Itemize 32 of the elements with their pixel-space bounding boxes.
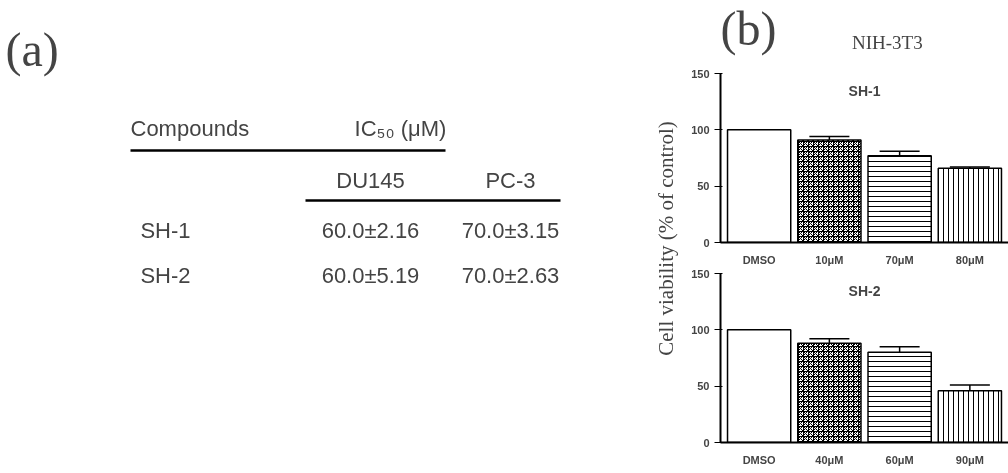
y-tick-label: 0 <box>703 436 710 449</box>
text: SH-2 <box>140 262 191 288</box>
y-tick-label: 0 <box>703 236 710 249</box>
x-tick-label: 80μM <box>955 253 984 266</box>
y-tick-label: 50 <box>697 380 710 393</box>
text: 70.0±3.15 <box>461 217 560 243</box>
x-tick-label: DMSO <box>742 253 777 266</box>
y-tick-label: 150 <box>691 267 710 280</box>
text: (a) <box>5 22 59 77</box>
text: IC₅₀ (μM) <box>354 115 447 141</box>
y-tick-label: 100 <box>691 323 710 336</box>
text: SH-2 <box>848 282 881 299</box>
text: Compounds <box>130 115 250 141</box>
text: NIH-3T3 <box>851 31 923 53</box>
x-tick-label: 70μM <box>885 253 914 266</box>
x-tick-label: DMSO <box>742 453 777 466</box>
x-tick-label: 10μM <box>815 253 844 266</box>
y-tick-label: 50 <box>697 180 710 193</box>
x-tick-label: 90μM <box>955 453 984 466</box>
text: 60.0±5.19 <box>321 262 420 288</box>
y-tick-label: 100 <box>691 123 710 136</box>
x-tick-label: 60μM <box>885 453 914 466</box>
text: (b) <box>720 1 777 56</box>
text: SH-1 <box>140 217 191 243</box>
text: SH-1 <box>848 82 881 99</box>
text: DU145 <box>336 167 405 193</box>
x-tick-label: 40μM <box>815 453 844 466</box>
text: PC-3 <box>485 167 536 193</box>
text: 70.0±2.63 <box>461 262 560 288</box>
text: 60.0±2.16 <box>321 217 420 243</box>
y-tick-label: 150 <box>691 67 710 80</box>
y-axis-title: Cell viability (% of control) <box>654 121 678 356</box>
